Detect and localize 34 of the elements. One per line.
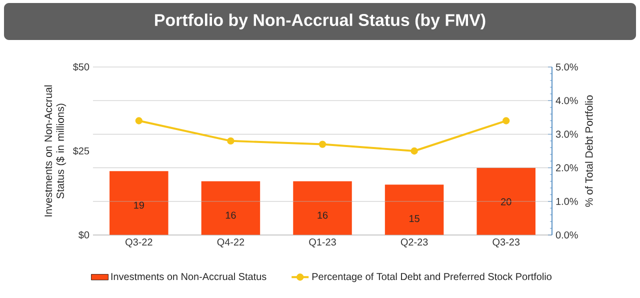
x-tick-label: Q2-23 bbox=[400, 238, 428, 248]
bar bbox=[293, 181, 352, 235]
y2-tick-label: 2.0% bbox=[556, 164, 578, 172]
x-tick-label: Q3-23 bbox=[492, 238, 520, 248]
y2-tick-label: 5.0% bbox=[556, 63, 578, 71]
y2-tick-label: 1.0% bbox=[556, 198, 578, 205]
y-tick-label: $25 bbox=[72, 146, 90, 156]
point bbox=[410, 147, 418, 155]
y-tick-label: $0 bbox=[78, 230, 90, 240]
data-label: 19 bbox=[134, 202, 144, 209]
point bbox=[227, 137, 234, 145]
y2-tick-label: 0.0% bbox=[556, 231, 578, 239]
bar bbox=[110, 171, 168, 235]
data-label: 16 bbox=[318, 212, 328, 219]
y2-tick-label: 4.0% bbox=[556, 97, 578, 104]
legend-label: Percentage of Total Debt and Preferred Stock Portfolio bbox=[312, 272, 552, 282]
y-axis-title: Investments on Non-Accrual Status ($ in millions) bbox=[44, 85, 66, 216]
bar bbox=[201, 181, 260, 235]
x-tick-label: Q1-23 bbox=[309, 238, 336, 248]
point bbox=[135, 117, 142, 124]
x-tick-label: Q4-22 bbox=[217, 238, 244, 248]
data-label: 20 bbox=[501, 198, 512, 206]
x-tick-label: Q3-22 bbox=[126, 238, 152, 248]
bar bbox=[384, 184, 444, 235]
point bbox=[502, 117, 510, 124]
data-label: 16 bbox=[226, 212, 236, 219]
y2-axis-title: % of Total Debt Portfolio bbox=[585, 95, 593, 207]
legend-label: Investments on Non-Accrual Status bbox=[111, 272, 266, 280]
y2-tick-label: 3.0% bbox=[556, 130, 578, 138]
y-tick-label: $50 bbox=[72, 62, 90, 72]
data-label: 15 bbox=[410, 215, 420, 222]
chart-title: Portfolio by Non-Accrual Status (by FMV) bbox=[155, 14, 486, 30]
point bbox=[318, 140, 326, 148]
bar bbox=[476, 168, 536, 235]
